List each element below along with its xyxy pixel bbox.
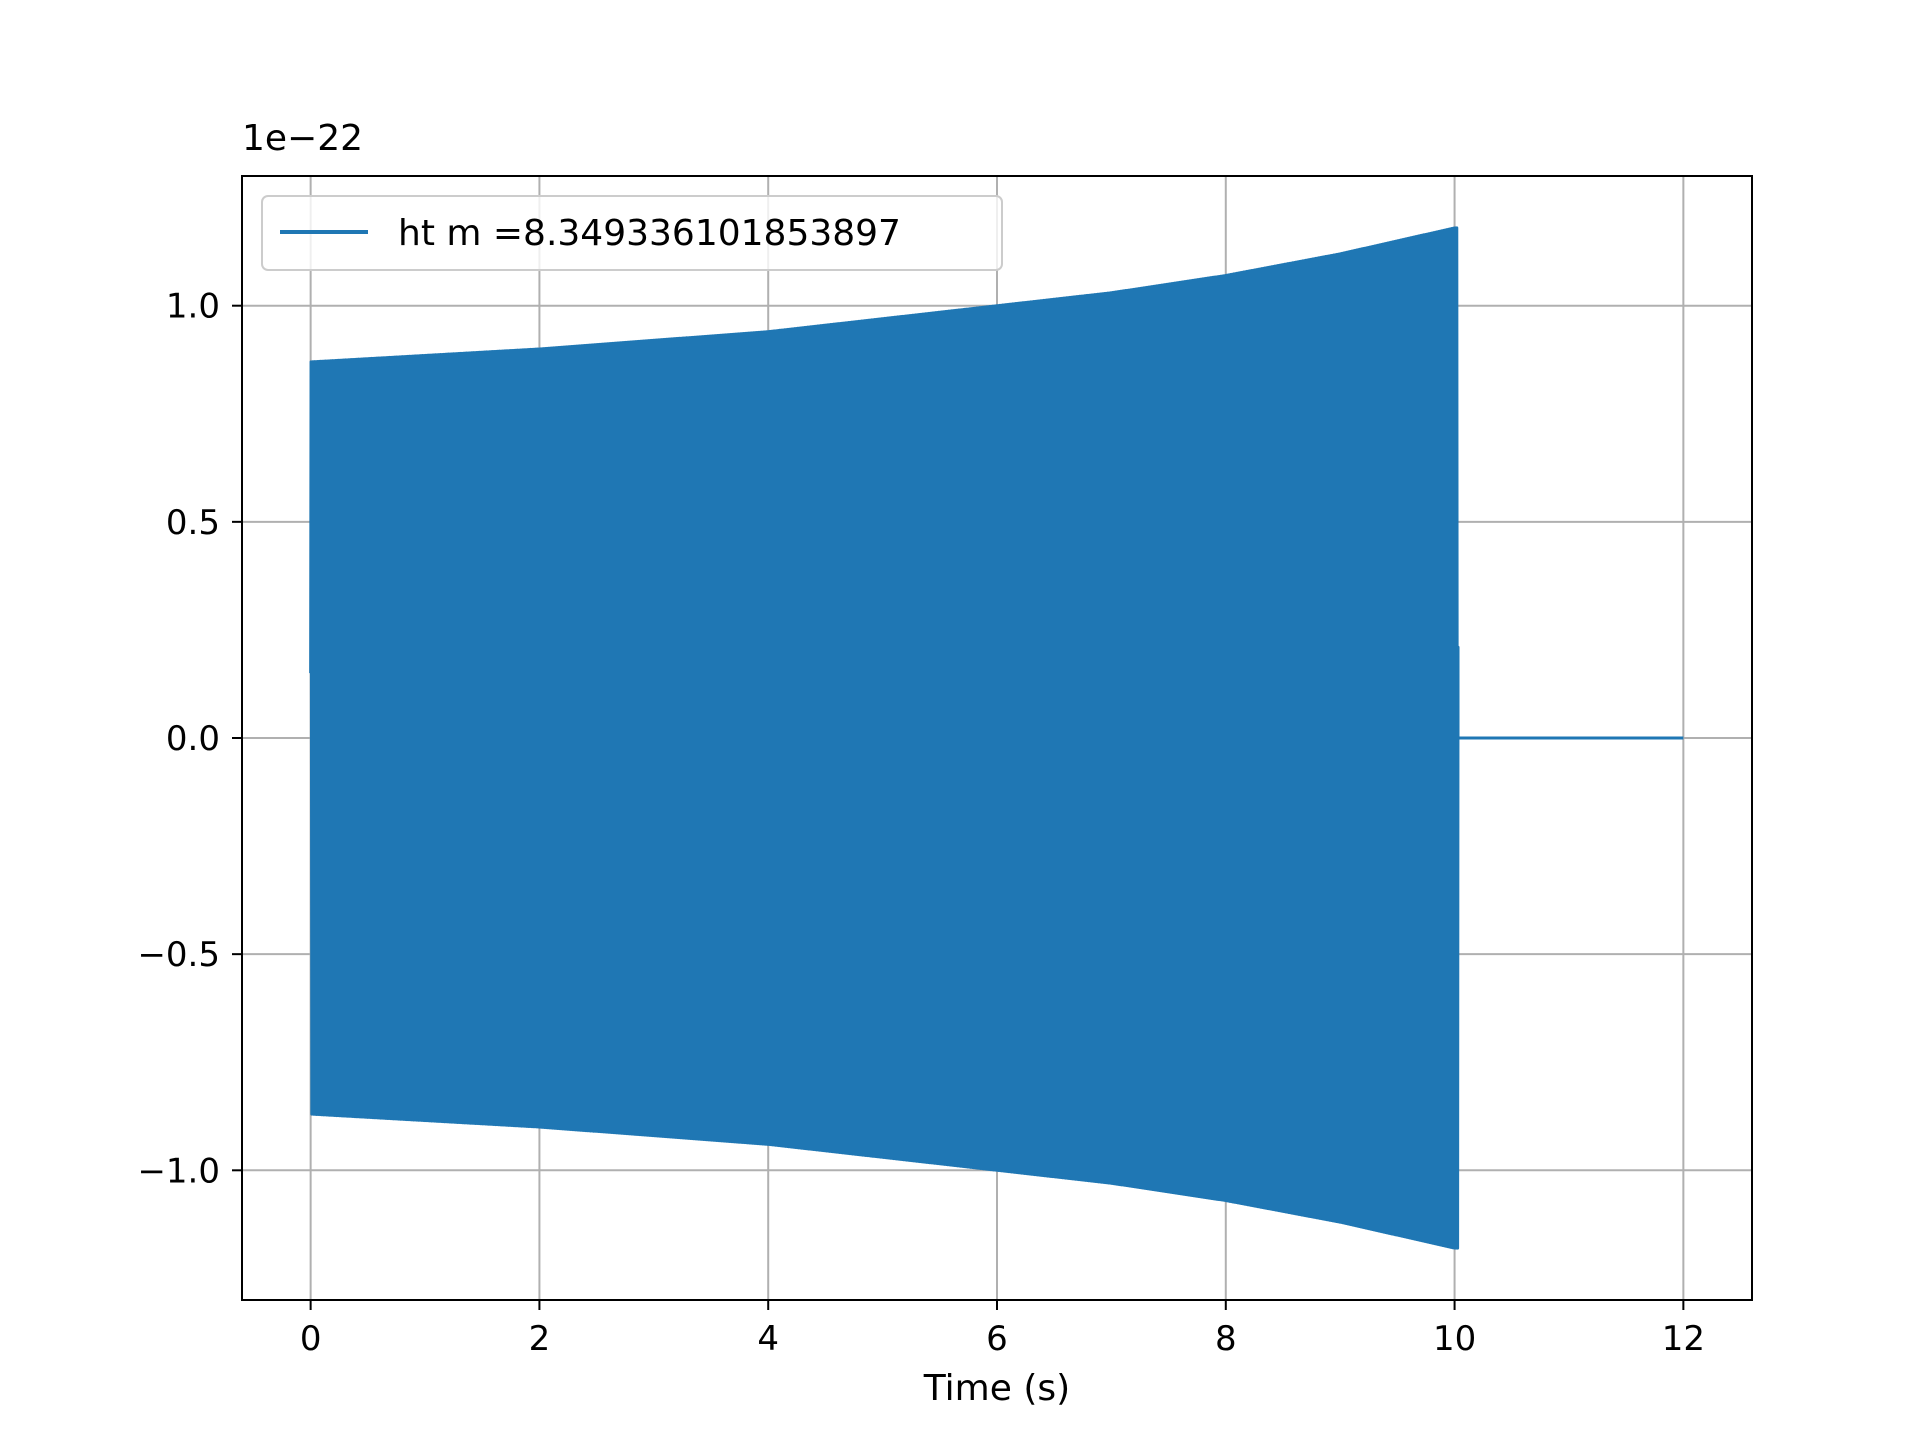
x-tick-label: 8 bbox=[1215, 1319, 1237, 1359]
y-tick-label: 0.0 bbox=[166, 719, 220, 759]
legend: ht m =8.349336101853897 bbox=[261, 195, 1003, 271]
ticks: 0 2 4 6 8 10 12 1.0 0.5 0.0 −0.5 −1.0 bbox=[137, 287, 1705, 1359]
x-tick-label: 2 bbox=[529, 1319, 551, 1359]
series-line bbox=[309, 226, 1684, 1250]
x-tick-label: 4 bbox=[757, 1319, 779, 1359]
y-tick-label: −0.5 bbox=[137, 935, 220, 975]
x-tick-label: 10 bbox=[1433, 1319, 1476, 1359]
plot-area bbox=[309, 226, 1684, 1250]
y-tick-label: 1.0 bbox=[166, 287, 220, 327]
x-axis-label: Time (s) bbox=[923, 1368, 1070, 1409]
x-tick-label: 0 bbox=[300, 1319, 322, 1359]
legend-box bbox=[261, 195, 1003, 271]
legend-entry: ht m =8.349336101853897 bbox=[398, 213, 901, 254]
x-tick-label: 12 bbox=[1662, 1319, 1705, 1359]
y-axis-exponent-label: 1e−22 bbox=[242, 118, 363, 159]
y-tick-label: −1.0 bbox=[137, 1151, 220, 1191]
y-tick-label: 0.5 bbox=[166, 503, 220, 543]
x-tick-label: 6 bbox=[986, 1319, 1008, 1359]
